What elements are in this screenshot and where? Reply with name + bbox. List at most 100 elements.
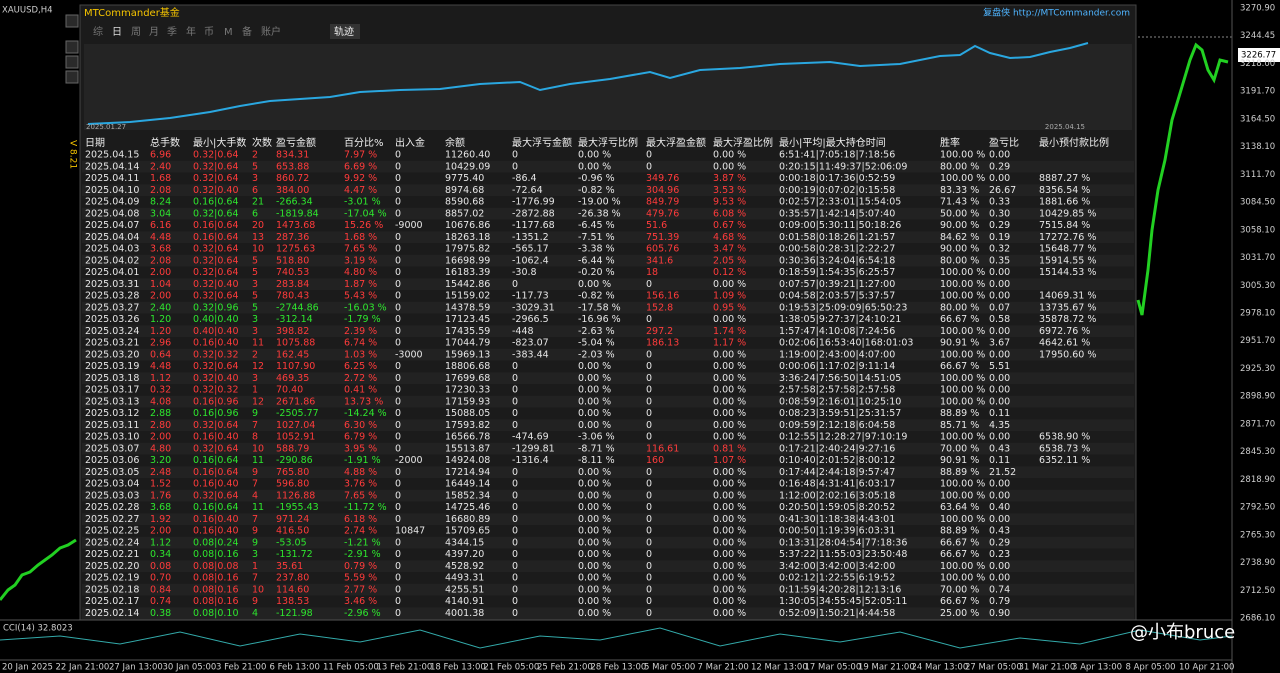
table-cell: -117.73 (512, 291, 549, 302)
table-cell: 85.71 % (940, 420, 979, 431)
tab[interactable]: 年 (186, 25, 196, 38)
table-cell: 18 (646, 267, 658, 278)
button[interactable] (65, 55, 79, 69)
table-cell: 0:12:55|12:28:27|97:10:19 (779, 432, 907, 443)
table-cell: 80.00 % (940, 255, 979, 266)
time-label: 31 Mar 21:00 (1019, 663, 1076, 673)
table-cell: -1.79 % (344, 314, 381, 325)
table-cell: 2025.04.08 (85, 208, 139, 219)
button[interactable] (65, 14, 79, 28)
table-cell: 3.87 % (713, 173, 746, 184)
table-cell: 4.08 (150, 396, 171, 407)
table-cell: 4493.31 (445, 573, 484, 584)
tab[interactable]: 综 (93, 25, 103, 38)
table-cell: 2.40 (150, 302, 171, 313)
time-label: 5 Mar 05:00 (644, 663, 695, 673)
app-title: MTCommander基金 (84, 6, 180, 19)
table-cell: -2.91 % (344, 549, 381, 560)
table-cell: 2.48 (150, 467, 171, 478)
table-cell: 17950.60 % (1039, 349, 1096, 360)
table-cell: 2025.03.21 (85, 338, 139, 349)
table-cell: 0.00 % (713, 420, 746, 431)
table-cell: 15159.02 (445, 291, 490, 302)
tab[interactable]: 月 (149, 26, 159, 38)
button[interactable] (65, 70, 79, 84)
table-cell: 66.67 % (940, 314, 979, 325)
active-tab[interactable]: 轨迹 (334, 25, 354, 38)
table-cell: 11 (252, 455, 264, 466)
tab[interactable]: 季 (167, 26, 177, 38)
tab[interactable]: M (224, 27, 233, 38)
table-cell: -6.45 % (578, 220, 615, 231)
table-cell: 2025.02.14 (85, 608, 139, 619)
table-cell: 0.00 (989, 267, 1010, 278)
table-cell: 0 (395, 596, 401, 607)
table-cell: 10429.85 % (1039, 208, 1096, 219)
table-cell: 0:00:06|1:17:02|9:11:14 (779, 361, 895, 372)
table-cell: 0.32|0.64 (193, 161, 239, 172)
table-cell: 2025.04.11 (85, 173, 139, 184)
table-cell: 0 (512, 490, 518, 501)
table-cell: 4140.91 (445, 596, 484, 607)
table-cell: 66.67 % (940, 596, 979, 607)
table-cell: 0.74 (150, 596, 171, 607)
tab[interactable]: 备 (242, 25, 252, 38)
cci-line (0, 627, 1233, 649)
table-cell: 1.12 (150, 373, 171, 384)
table-cell: 8356.54 % (1039, 185, 1090, 196)
row-band (82, 325, 1134, 338)
table-cell: 0 (512, 526, 518, 537)
table-cell: 0:20:15|11:49:37|52:06:09 (779, 161, 907, 172)
table-cell: 2025.03.19 (85, 361, 139, 372)
table-cell: 6 (252, 185, 258, 196)
table-cell: 7515.84 % (1039, 220, 1090, 231)
table-cell: 0.08|0.16 (193, 596, 239, 607)
table-cell: 0.00 % (713, 608, 746, 619)
table-cell: 0 (395, 443, 401, 454)
table-cell: 0 (646, 573, 652, 584)
table-cell: 1126.88 (276, 490, 315, 501)
table-cell: 0.00 % (713, 479, 746, 490)
table-cell: 0.00 % (713, 490, 746, 501)
table-cell: 0.00 % (578, 161, 611, 172)
table-cell: 0.00 (989, 349, 1010, 360)
table-cell: 0.16|0.64 (193, 220, 239, 231)
table-cell: 0.23 (989, 549, 1010, 560)
table-cell: 9 (252, 408, 258, 419)
table-cell: 2025.04.02 (85, 255, 139, 266)
time-label: 25 Feb 21:00 (537, 663, 593, 673)
table-cell: 0 (395, 420, 401, 431)
tab[interactable]: 日 (112, 27, 122, 38)
table-cell: 10 (252, 584, 264, 595)
table-cell: 0.32|0.64 (193, 361, 239, 372)
tab[interactable]: 币 (204, 26, 214, 38)
active-tab-bg[interactable] (330, 24, 360, 39)
table-cell: -0.82 % (578, 185, 615, 196)
table-cell: 0.00 % (578, 502, 611, 513)
time-label: 12 Mar 13:00 (751, 663, 808, 673)
tab[interactable]: 账户 (261, 25, 281, 38)
tab[interactable]: 周 (131, 26, 141, 38)
table-cell: 0 (646, 420, 652, 431)
table-cell: 1107.90 (276, 361, 315, 372)
table-cell: 0.00 % (713, 408, 746, 419)
row-band (82, 372, 1134, 385)
table-cell: 100.00 % (940, 267, 985, 278)
table-cell: 0:08:59|2:16:01|10:25:10 (779, 396, 901, 407)
table-cell: 596.80 (276, 479, 309, 490)
table-cell: 1.52 (150, 479, 171, 490)
table-cell: 3.95 % (344, 443, 377, 454)
table-cell: 0.00 % (578, 573, 611, 584)
table-cell: 11260.40 (445, 150, 490, 161)
button[interactable] (65, 40, 79, 54)
price-label: 3111.70 (1240, 170, 1275, 180)
table-cell: 1.76 (150, 490, 171, 501)
table-cell: 0.00 % (713, 596, 746, 607)
price-label: 2951.70 (1240, 336, 1275, 346)
time-label: 3 Feb 21:00 (216, 663, 266, 673)
table-cell: 80.00 % (940, 302, 979, 313)
table-cell: 849.79 (646, 197, 679, 208)
table-cell: -0.20 % (578, 267, 615, 278)
table-cell: 416.50 (276, 526, 309, 537)
table-cell: 0 (395, 467, 401, 478)
